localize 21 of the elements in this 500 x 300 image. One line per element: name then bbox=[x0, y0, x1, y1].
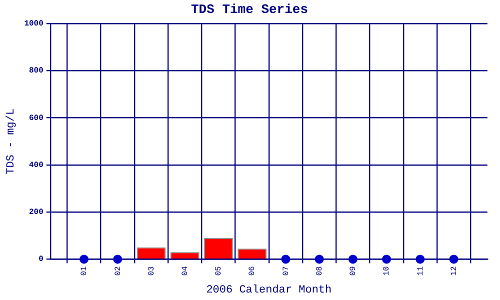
x-tick-label: 10 bbox=[382, 266, 392, 276]
x-tick-label: 03 bbox=[147, 266, 156, 276]
x-axis-title: 2006 Calendar Month bbox=[206, 284, 332, 296]
x-tick-label: 06 bbox=[248, 266, 258, 276]
y-tick-label: 0 bbox=[38, 255, 44, 264]
y-tick-label: 600 bbox=[28, 114, 44, 123]
x-tick-label: 07 bbox=[282, 266, 291, 276]
y-tick-label: 200 bbox=[28, 208, 44, 218]
x-tick-label: 04 bbox=[180, 266, 190, 276]
y-tick-label: 800 bbox=[28, 66, 44, 76]
x-tick-label: 05 bbox=[214, 266, 224, 276]
y-tick-label: 400 bbox=[28, 160, 44, 170]
y-axis-title: TDS - mg/L bbox=[6, 108, 18, 174]
y-tick-label: 1000 bbox=[24, 20, 44, 29]
x-tick-label: 09 bbox=[349, 266, 358, 276]
x-tick-label: 11 bbox=[416, 266, 426, 276]
x-tick-label: 12 bbox=[450, 266, 459, 276]
x-tick-label: 02 bbox=[114, 266, 123, 276]
x-tick-label: 08 bbox=[315, 266, 324, 276]
chart-title: TDS Time Series bbox=[190, 2, 308, 18]
x-tick-label: 01 bbox=[80, 266, 90, 276]
